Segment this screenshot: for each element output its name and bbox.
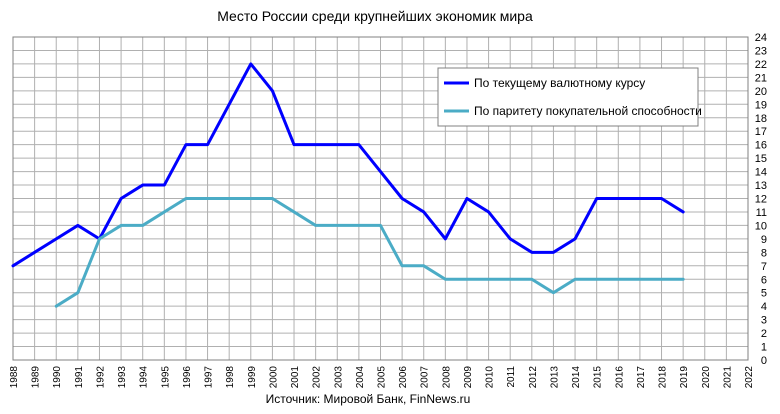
y-tick-label: 10	[755, 220, 767, 232]
x-tick-label: 2014	[571, 366, 582, 389]
y-tick-label: 16	[755, 140, 767, 152]
x-tick-label: 2020	[701, 366, 712, 389]
y-tick-label: 14	[755, 167, 767, 179]
x-tick-label: 1995	[160, 366, 171, 389]
y-tick-label: 3	[761, 315, 767, 327]
x-tick-label: 1988	[9, 366, 20, 389]
y-tick-label: 7	[761, 261, 767, 273]
y-tick-label: 0	[761, 355, 767, 367]
x-tick-label: 2015	[593, 366, 604, 389]
chart-title: Место России среди крупнейших экономик м…	[217, 8, 533, 24]
x-tick-label: 2012	[528, 366, 539, 389]
legend-label: По паритету покупательной способности	[474, 104, 702, 118]
x-tick-label: 2008	[441, 366, 452, 389]
series-line-1	[11, 62, 685, 268]
y-tick-label: 4	[761, 301, 767, 313]
x-tick-label: 2017	[636, 366, 647, 389]
y-tick-label: 18	[755, 113, 767, 125]
y-tick-label: 9	[761, 234, 767, 246]
plot-frame	[12, 36, 749, 361]
source-note: Источник: Мировой Банк, FinNews.ru	[266, 392, 471, 406]
x-tick-label: 2013	[549, 366, 560, 389]
x-tick-label: 1992	[95, 366, 106, 389]
x-tick-label: 2019	[679, 366, 690, 389]
legend: По текущему валютному курсу По паритету п…	[437, 67, 702, 127]
x-tick-label: 1994	[139, 366, 150, 389]
x-tick-label: 2021	[722, 366, 733, 389]
x-tick-label: 1998	[225, 366, 236, 389]
x-tick-label: 2005	[377, 366, 388, 389]
x-tick-label: 2016	[614, 366, 625, 389]
legend-box	[437, 67, 699, 127]
x-tick-label: 2011	[506, 366, 517, 388]
y-tick-label: 8	[761, 247, 767, 259]
x-tick-label: 2018	[658, 366, 669, 389]
y-tick-label: 13	[755, 180, 767, 192]
y-tick-label: 11	[756, 207, 767, 219]
x-tick-label: 2006	[398, 366, 409, 389]
y-tick-label: 2	[761, 328, 767, 340]
x-tick-label: 1999	[247, 366, 258, 389]
y-tick-label: 20	[755, 86, 767, 98]
x-tick-label: 1989	[31, 366, 42, 389]
x-tick-label: 2009	[463, 366, 474, 389]
y-tick-label: 12	[755, 194, 767, 206]
x-tick-label: 1990	[52, 366, 63, 389]
y-tick-label: 22	[755, 59, 767, 71]
x-tick-label: 2004	[355, 366, 366, 389]
y-tick-label: 17	[755, 126, 767, 138]
legend-label: По текущему валютному курсу	[474, 76, 645, 90]
y-tick-label: 19	[755, 99, 767, 111]
y-tick-label: 15	[755, 153, 767, 165]
x-tick-label: 2010	[485, 366, 496, 389]
y-tick-label: 24	[755, 32, 767, 44]
x-tick-label: 1996	[182, 366, 193, 389]
y-tick-label: 5	[761, 288, 767, 300]
x-tick-label: 2003	[333, 366, 344, 389]
axes: 1988 1989 1990 1991 1992 1993 1994 1995 1996 1997…	[9, 32, 767, 388]
x-tick-label: 2007	[420, 366, 431, 389]
y-tick-label: 21	[755, 72, 767, 84]
x-tick-label: 1997	[204, 366, 215, 389]
y-tick-label: 1	[761, 342, 767, 354]
x-tick-label: 1991	[74, 366, 85, 389]
series-line-2	[54, 197, 685, 308]
x-tick-label: 2000	[268, 366, 279, 389]
y-tick-label: 23	[755, 45, 767, 57]
x-tick-label: 1993	[117, 366, 128, 389]
series-lines	[11, 62, 685, 308]
x-tick-label: 2001	[290, 366, 301, 389]
x-tick-label: 2002	[312, 366, 323, 389]
x-tick-label: 2022	[744, 366, 755, 389]
y-tick-label: 6	[761, 274, 767, 286]
